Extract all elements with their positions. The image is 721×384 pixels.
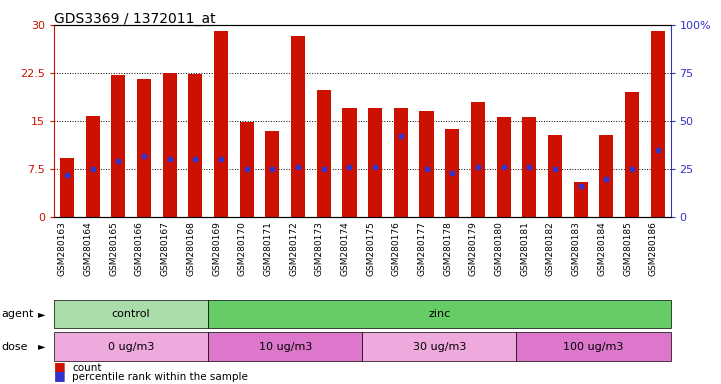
- Bar: [291, 36, 305, 217]
- Text: 100 ug/m3: 100 ug/m3: [563, 341, 624, 352]
- Bar: [239, 122, 254, 217]
- Bar: [394, 108, 408, 217]
- Bar: [265, 131, 280, 217]
- Text: zinc: zinc: [428, 309, 451, 319]
- Bar: [60, 158, 74, 217]
- Text: GDS3369 / 1372011_at: GDS3369 / 1372011_at: [54, 12, 216, 25]
- Bar: [516, 332, 671, 361]
- Bar: [599, 135, 614, 217]
- Text: GSM280169: GSM280169: [212, 221, 221, 276]
- Text: GSM280174: GSM280174: [340, 221, 350, 276]
- Point: [652, 147, 663, 153]
- Point: [138, 152, 150, 159]
- Bar: [471, 102, 485, 217]
- Point: [523, 164, 535, 170]
- Point: [627, 166, 638, 172]
- Point: [267, 166, 278, 172]
- Text: dose: dose: [1, 341, 28, 352]
- Bar: [368, 108, 382, 217]
- Bar: [111, 75, 125, 217]
- Bar: [625, 92, 639, 217]
- Text: GSM280170: GSM280170: [238, 221, 247, 276]
- Bar: [86, 116, 99, 217]
- Text: GSM280175: GSM280175: [366, 221, 375, 276]
- Point: [446, 170, 458, 176]
- Bar: [362, 332, 516, 361]
- Text: GSM280178: GSM280178: [443, 221, 452, 276]
- Point: [164, 156, 175, 162]
- Point: [575, 183, 586, 189]
- Point: [497, 164, 509, 170]
- Text: GSM280163: GSM280163: [58, 221, 67, 276]
- Bar: [54, 300, 208, 328]
- Text: GSM280184: GSM280184: [597, 221, 606, 276]
- Bar: [188, 74, 203, 217]
- Text: percentile rank within the sample: percentile rank within the sample: [72, 372, 248, 382]
- Point: [112, 158, 124, 164]
- Text: GSM280173: GSM280173: [315, 221, 324, 276]
- Bar: [445, 129, 459, 217]
- Text: 30 ug/m3: 30 ug/m3: [412, 341, 466, 352]
- Text: GSM280165: GSM280165: [110, 221, 118, 276]
- Text: agent: agent: [1, 309, 34, 319]
- Bar: [420, 111, 433, 217]
- Point: [292, 164, 304, 170]
- Bar: [574, 182, 588, 217]
- Point: [61, 172, 73, 178]
- Point: [190, 156, 201, 162]
- Point: [216, 156, 227, 162]
- Text: GSM280181: GSM280181: [521, 221, 529, 276]
- Bar: [137, 79, 151, 217]
- Text: ►: ►: [38, 309, 45, 319]
- Text: GSM280172: GSM280172: [289, 221, 298, 276]
- Text: GSM280177: GSM280177: [417, 221, 427, 276]
- Bar: [650, 31, 665, 217]
- Bar: [208, 300, 671, 328]
- Text: ■: ■: [54, 360, 66, 373]
- Bar: [522, 117, 536, 217]
- Bar: [548, 135, 562, 217]
- Point: [241, 166, 252, 172]
- Bar: [317, 90, 331, 217]
- Text: control: control: [112, 309, 151, 319]
- Point: [549, 166, 561, 172]
- Text: GSM280182: GSM280182: [546, 221, 555, 276]
- Text: 0 ug/m3: 0 ug/m3: [108, 341, 154, 352]
- Bar: [497, 117, 510, 217]
- Text: ■: ■: [54, 369, 66, 382]
- Bar: [208, 332, 362, 361]
- Text: GSM280186: GSM280186: [649, 221, 658, 276]
- Text: GSM280168: GSM280168: [186, 221, 195, 276]
- Point: [472, 164, 484, 170]
- Point: [318, 166, 329, 172]
- Bar: [163, 73, 177, 217]
- Text: GSM280183: GSM280183: [572, 221, 580, 276]
- Point: [369, 164, 381, 170]
- Text: ►: ►: [38, 341, 45, 352]
- Text: GSM280171: GSM280171: [263, 221, 273, 276]
- Bar: [214, 31, 228, 217]
- Text: GSM280185: GSM280185: [623, 221, 632, 276]
- Text: GSM280179: GSM280179: [469, 221, 478, 276]
- Bar: [54, 332, 208, 361]
- Text: 10 ug/m3: 10 ug/m3: [259, 341, 312, 352]
- Point: [395, 133, 407, 139]
- Text: GSM280176: GSM280176: [392, 221, 401, 276]
- Point: [344, 164, 355, 170]
- Point: [87, 166, 98, 172]
- Bar: [342, 108, 356, 217]
- Text: GSM280166: GSM280166: [135, 221, 144, 276]
- Point: [601, 175, 612, 182]
- Text: GSM280167: GSM280167: [161, 221, 169, 276]
- Text: GSM280180: GSM280180: [495, 221, 503, 276]
- Point: [421, 166, 433, 172]
- Text: count: count: [72, 363, 102, 373]
- Text: GSM280164: GSM280164: [84, 221, 92, 276]
